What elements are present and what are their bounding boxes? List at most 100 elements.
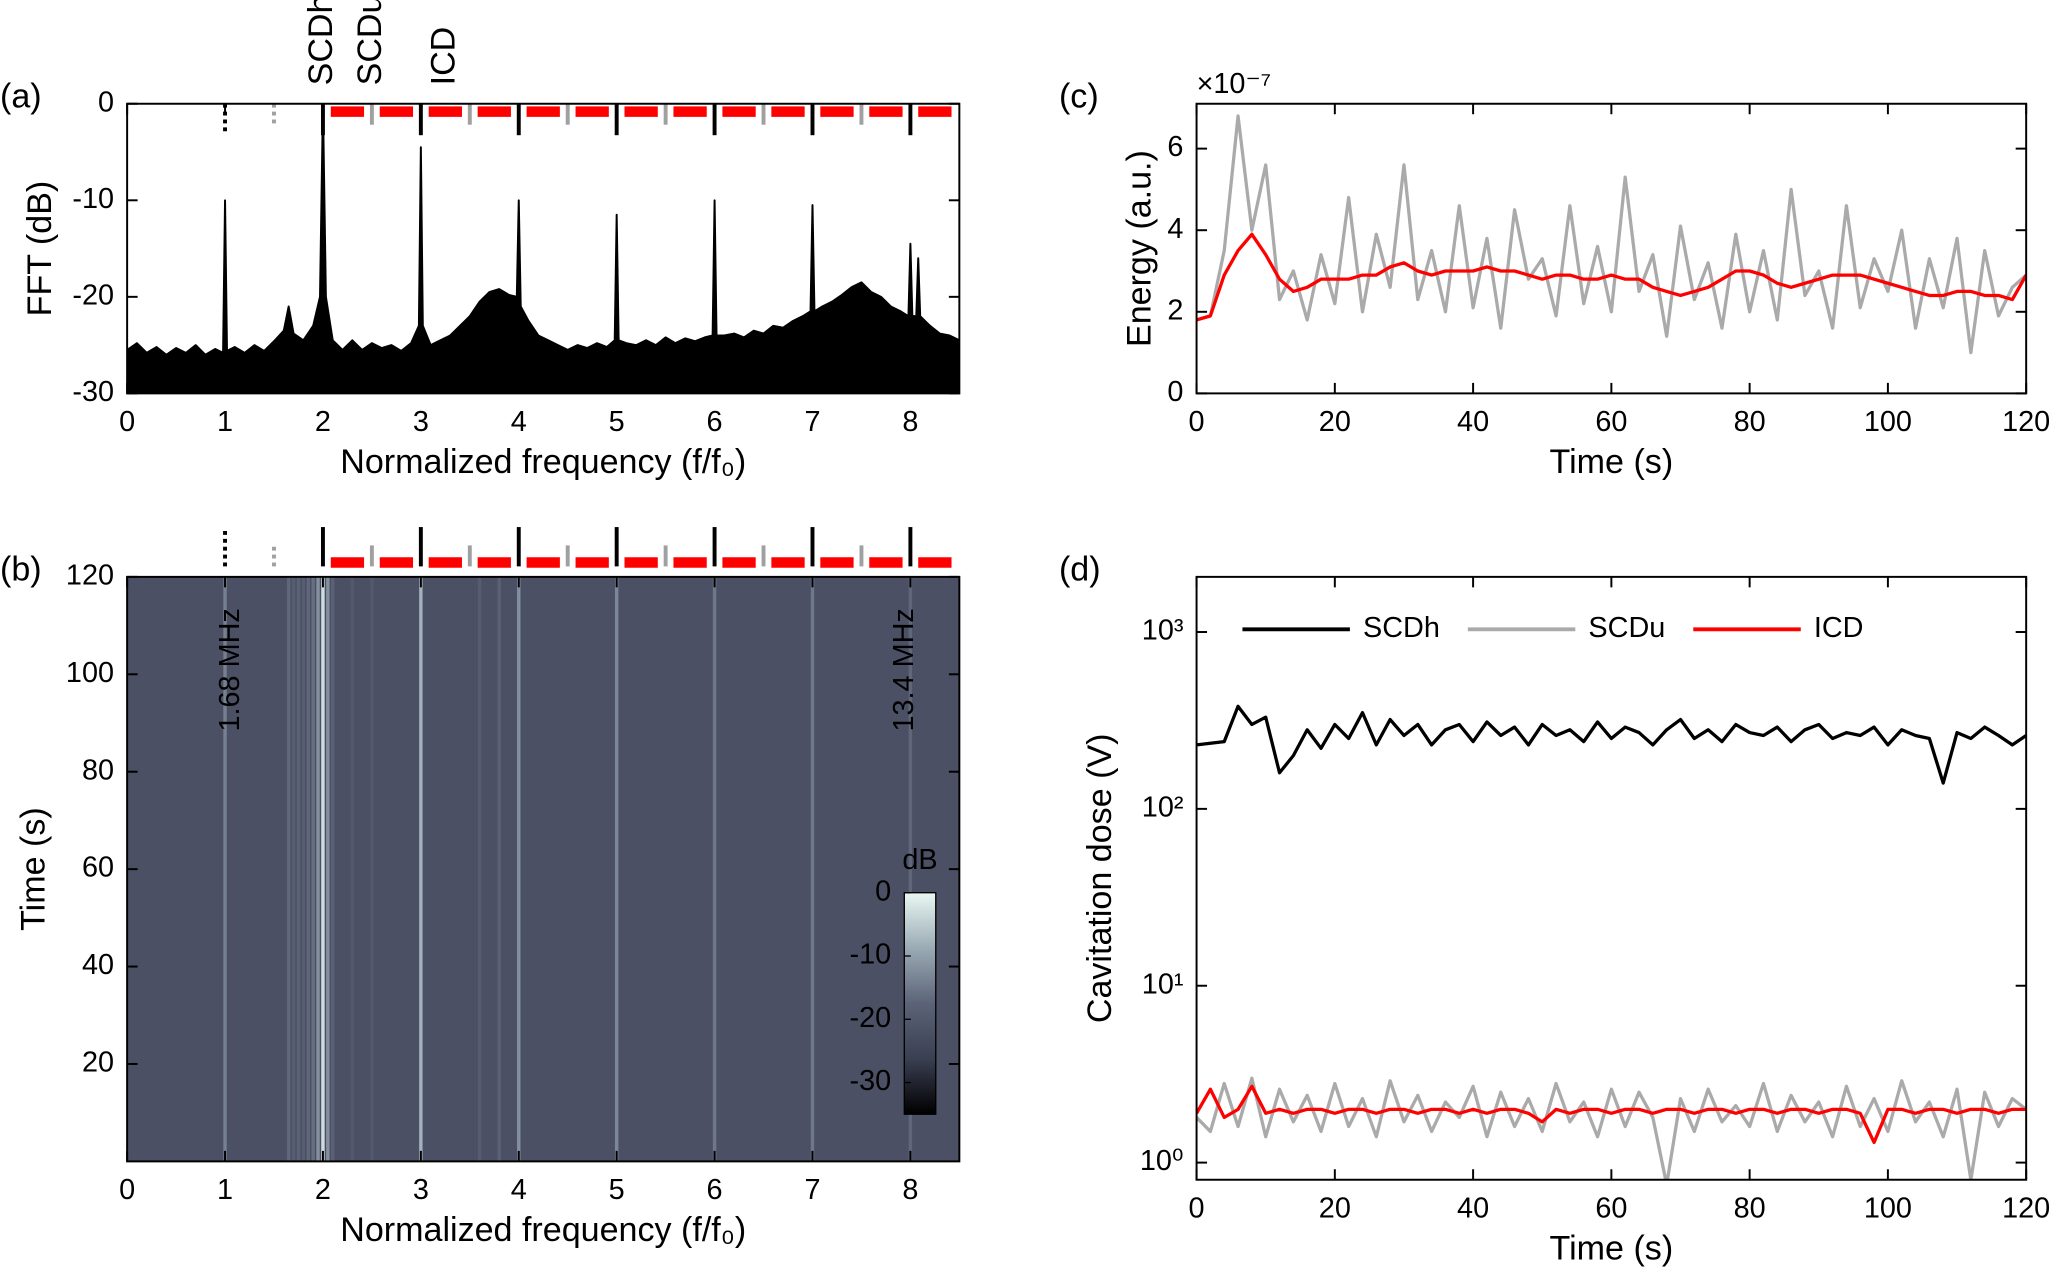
x-axis-label: Time (s) [1550,443,1674,481]
x-tick-label: 80 [1734,1192,1766,1224]
spectral-line [497,576,501,1162]
x-tick-label: 4 [511,1174,527,1206]
spectral-line [517,576,521,1162]
band-label: SCDu [351,0,389,85]
x-tick-label: 5 [609,1174,625,1206]
y-axis-label: Cavitation dose (V) [1081,733,1119,1023]
series-line [1196,114,2027,355]
legend-label: SCDu [1588,612,1665,644]
x-tick-label: 8 [902,1174,918,1206]
axes-frame [126,102,961,395]
colorbar-tick-label: -10 [850,939,892,971]
colorbar-tick-label: -30 [850,1065,892,1097]
spectral-line [311,576,315,1162]
series-line [1196,1084,2027,1145]
spectral-line [291,576,296,1162]
y-tick-label: -10 [72,183,114,215]
y-axis-label: FFT (dB) [21,181,59,317]
y-tick-label: 10² [1142,791,1184,823]
spectral-line [223,576,227,1162]
y-axis-label: Energy (a.u.) [1121,150,1159,347]
spectral-line [301,576,306,1162]
y-tick-label: 0 [1167,376,1183,408]
x-tick-label: 120 [2002,1192,2050,1224]
panel-label: (b) [0,551,42,589]
spectral-line [296,576,301,1162]
x-axis-label: Time (s) [1550,1230,1674,1268]
spectral-line [306,576,310,1162]
x-tick-label: 100 [1864,1192,1912,1224]
band-label: SCDh [302,0,340,85]
x-tick-label: 20 [1319,406,1351,438]
x-tick-label: 6 [707,406,723,438]
x-tick-label: 3 [413,406,429,438]
x-tick-label: 80 [1734,406,1766,438]
y-axis-label: Time (s) [14,807,52,931]
x-tick-label: 2 [315,406,331,438]
series-line [1196,704,2027,785]
band-label: ICD [424,27,462,86]
spectral-line [614,576,619,1162]
y-tick-label: 10¹ [1142,968,1184,1000]
x-axis-label: Normalized frequency (f/f₀) [340,1211,746,1249]
x-tick-label: 7 [804,406,820,438]
x-tick-label: 2 [315,1174,331,1206]
x-tick-label: 100 [1864,406,1912,438]
y-tick-label: 120 [66,559,114,591]
x-tick-label: 0 [1189,406,1205,438]
x-tick-label: 5 [609,406,625,438]
x-tick-label: 40 [1457,1192,1489,1224]
x-tick-label: 4 [511,406,527,438]
spectrogram-background [127,576,960,1162]
y-tick-label: 0 [98,86,114,118]
y-tick-label: 4 [1167,213,1183,245]
x-axis-label: Normalized frequency (f/f₀) [340,443,746,481]
x-tick-label: 0 [1189,1192,1205,1224]
colorbar-title: dB [902,844,937,876]
series-line [1196,232,2027,322]
x-tick-label: 8 [902,406,918,438]
x-tick-label: 3 [413,1174,429,1206]
y-tick-label: 100 [66,657,114,689]
x-tick-label: 7 [804,1174,820,1206]
x-tick-label: 60 [1595,1192,1627,1224]
panel-label: (d) [1059,551,1101,589]
x-tick-label: 120 [2002,406,2050,438]
legend-label: ICD [1814,612,1864,644]
x-tick-label: 20 [1319,1192,1351,1224]
y-tick-label: 80 [82,754,114,786]
y-tick-label: 60 [82,852,114,884]
spectrum [127,103,960,394]
spectral-line [286,576,291,1162]
y-tick-label: 40 [82,949,114,981]
frequency-annotation: 1.68 MHz [214,608,246,731]
y-tick-label: -20 [72,279,114,311]
colorbar-tick-label: -20 [850,1002,892,1034]
colorbar-tick-label: 0 [875,875,891,907]
frequency-annotation: 13.4 MHz [888,608,920,731]
spectral-line [316,576,320,1162]
panel-label: (a) [0,78,42,116]
x-tick-label: 6 [707,1174,723,1206]
series-line [1196,1076,2027,1180]
y-tick-label: 2 [1167,294,1183,326]
spectral-line [908,576,913,1162]
legend-label: SCDh [1363,612,1440,644]
y-tick-label: 10⁰ [1140,1145,1184,1177]
spectral-line [326,576,330,1162]
x-tick-label: 0 [119,1174,135,1206]
spectral-line [712,576,717,1162]
panel-label: (c) [1059,78,1099,116]
x-tick-label: 40 [1457,406,1489,438]
colorbar [903,892,937,1115]
x-tick-label: 1 [217,1174,233,1206]
y-tick-label: 20 [82,1047,114,1079]
spectral-line [810,576,815,1162]
x-tick-label: 0 [119,406,135,438]
y-exponent: ×10⁻⁷ [1197,68,1272,100]
spectral-line [370,576,374,1162]
spectral-line [331,576,335,1162]
spectral-line [477,576,482,1162]
